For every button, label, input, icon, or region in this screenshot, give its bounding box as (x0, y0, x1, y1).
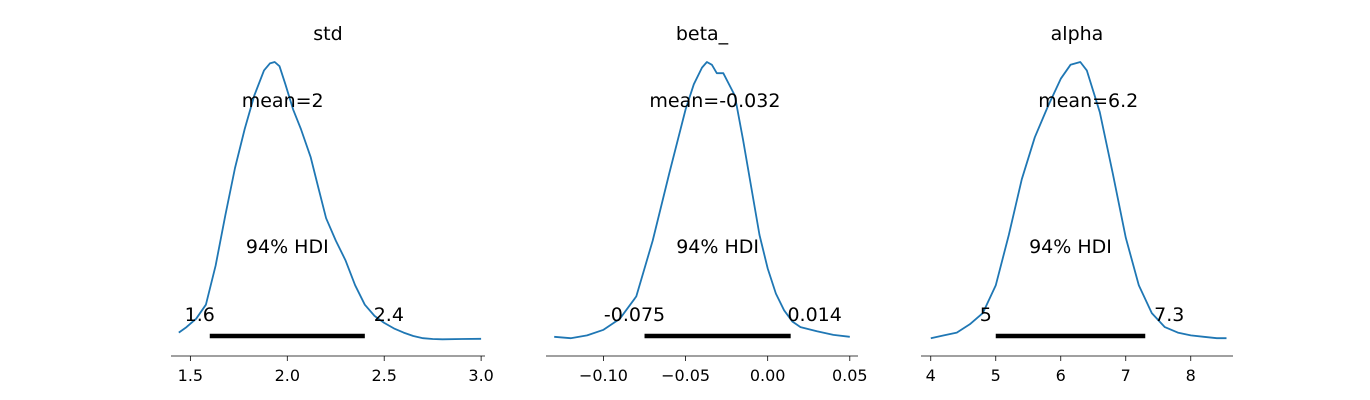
hdi-high-label: 0.014 (787, 304, 841, 326)
x-tick-label: 4 (926, 366, 936, 385)
x-tick-label: 3.0 (468, 366, 493, 385)
panel-title: alpha (1051, 23, 1104, 45)
x-tick-label: 0.05 (832, 366, 868, 385)
panel-std: 1.5 2.0 2.5 3.0 std mean=2 94% HDI 1.6 2.4 (171, 23, 494, 385)
x-tick-label: −0.05 (661, 366, 710, 385)
x-tick-label: 5 (991, 366, 1001, 385)
x-tick-label: 7 (1121, 366, 1131, 385)
panel-beta: −0.10 −0.05 0.00 0.05 beta_ mean=-0.032 94% HD… (546, 23, 868, 385)
density-curve (930, 61, 1227, 340)
x-tick-label: 2.5 (371, 366, 396, 385)
hdi-high-label: 7.3 (1154, 304, 1184, 326)
x-tick-label: 2.0 (275, 366, 300, 385)
mean-label: mean=2 (242, 90, 324, 112)
hdi-low-label: 1.6 (185, 304, 215, 326)
mean-label: mean=-0.032 (649, 90, 780, 112)
mean-label: mean=6.2 (1038, 90, 1138, 112)
hdi-label: 94% HDI (1029, 236, 1112, 258)
x-tick-label: 0.00 (750, 366, 786, 385)
x-tick-label: 6 (1056, 366, 1066, 385)
panel-title: std (313, 23, 342, 45)
hdi-low-label: 5 (980, 304, 992, 326)
panel-alpha: 4 5 6 7 8 alpha mean=6.2 94% HDI 5 7.3 (921, 23, 1233, 385)
x-tick-label: 8 (1186, 366, 1196, 385)
hdi-label: 94% HDI (676, 236, 759, 258)
hdi-low-label: -0.075 (604, 304, 665, 326)
x-tick-label: −0.10 (579, 366, 628, 385)
hdi-high-label: 2.4 (374, 304, 404, 326)
density-curve (554, 61, 850, 340)
x-tick-label: 1.5 (178, 366, 203, 385)
hdi-label: 94% HDI (246, 236, 329, 258)
density-curve (178, 61, 482, 341)
panel-title: beta_ (676, 23, 729, 45)
